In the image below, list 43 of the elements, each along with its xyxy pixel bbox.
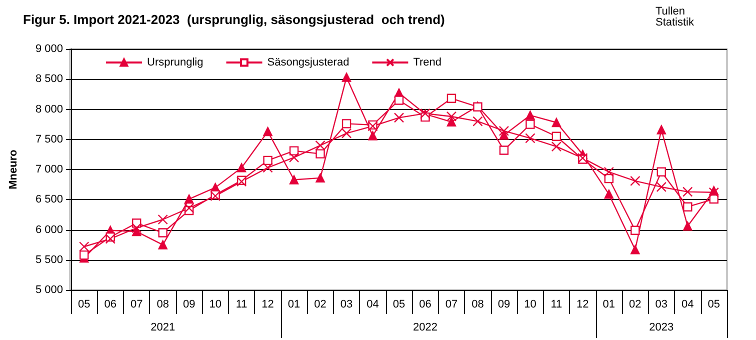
y-tick-label: 8 500 <box>35 73 63 86</box>
x-tick-label: 05 <box>78 298 90 310</box>
x-tick-label: 06 <box>104 298 116 310</box>
x-tick-label: 05 <box>392 298 406 310</box>
x-tick-label: 01 <box>602 298 616 310</box>
x-tick-label: 04 <box>682 298 694 310</box>
legend-label: Trend <box>413 56 442 68</box>
chart-title: Figur 5. Import 2021-2023 (ursprunglig, säsongsjusterad och trend) <box>23 12 445 27</box>
x-tick-label: 10 <box>209 298 222 310</box>
x-tick-label: 02 <box>314 298 326 310</box>
y-axis-title: Mneuro <box>8 149 20 190</box>
x-tick-label: 07 <box>130 298 143 310</box>
y-tick-label: 5 500 <box>35 254 63 266</box>
x-tick-label: 07 <box>445 298 458 310</box>
x-tick-label: 08 <box>156 298 169 310</box>
y-tick-label: 7 000 <box>35 164 63 176</box>
x-tick-label: 09 <box>498 298 510 310</box>
y-tick-label: 6 000 <box>35 224 63 236</box>
y-tick-label: 8 000 <box>35 103 63 116</box>
x-tick-label: 06 <box>419 298 432 310</box>
x-tick-label: 09 <box>182 298 196 310</box>
text: Tullen Statistik <box>655 6 694 28</box>
x-tick-label: 12 <box>262 298 274 310</box>
x-tick-label: 10 <box>524 298 536 310</box>
x-tick-label: 03 <box>655 298 668 310</box>
x-tick-label: 12 <box>576 298 589 310</box>
text: 2021 <box>150 322 176 334</box>
text: 2022 <box>413 322 438 334</box>
x-tick-label: 01 <box>288 298 300 310</box>
x-tick-label: 08 <box>472 298 484 310</box>
text: 2023 <box>649 322 674 334</box>
legend-label: Säsongsjusterad <box>267 56 350 68</box>
y-tick-label: 9 000 <box>35 43 63 55</box>
legend-label: Ursprunglig <box>147 56 204 68</box>
x-tick-label: 02 <box>629 298 642 310</box>
x-tick-label: 11 <box>550 298 562 310</box>
x-tick-label: 03 <box>340 298 353 310</box>
x-tick-label: 04 <box>366 298 379 310</box>
y-tick-label: 6 500 <box>35 194 63 206</box>
x-tick-label: 05 <box>708 298 720 310</box>
y-tick-label: 7 500 <box>35 133 63 146</box>
y-tick-label: 5 000 <box>35 284 63 296</box>
x-tick-label: 11 <box>236 298 248 310</box>
